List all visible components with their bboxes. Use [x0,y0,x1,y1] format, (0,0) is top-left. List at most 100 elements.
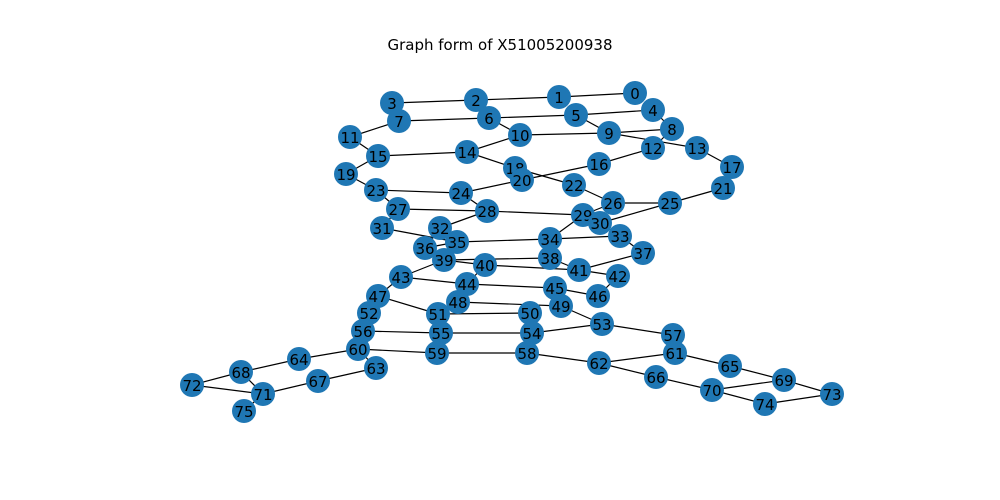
node-circle [718,354,742,378]
node-61: 61 [663,341,687,365]
node-label: 13 [687,140,706,158]
node-label: 63 [366,360,385,378]
node-label: 40 [475,257,494,275]
edge-55-56 [362,330,442,334]
node-circle [432,248,456,272]
node-label: 16 [589,156,608,174]
node-circle [606,264,630,288]
node-label: 17 [722,159,741,177]
node-51: 51 [426,302,450,326]
node-circle [520,321,544,345]
edge-50-51 [437,312,531,315]
node-35: 35 [445,230,469,254]
node-22: 22 [562,173,586,197]
node-circle [413,236,437,260]
node-label: 19 [336,166,355,184]
node-circle [660,117,684,141]
edge-28-29 [486,210,584,216]
node-circle [380,91,404,115]
node-circle [538,246,562,270]
node-circle [515,341,539,365]
node-circle [538,227,562,251]
node-label: 71 [253,386,272,404]
node-label: 4 [648,102,658,120]
edge-27-28 [397,208,488,212]
node-74: 74 [753,392,777,416]
node-label: 55 [431,325,450,343]
edge-25-30 [599,202,671,224]
node-38: 38 [538,246,562,270]
node-circle [287,347,311,371]
node-14: 14 [455,140,479,164]
node-57: 57 [661,323,685,347]
node-label: 38 [540,250,559,268]
node-label: 14 [457,144,476,162]
node-circle [641,98,665,122]
node-label: 74 [755,396,774,414]
node-7: 7 [387,109,411,133]
node-34: 34 [538,227,562,251]
node-circle [608,224,632,248]
node-8: 8 [660,117,684,141]
node-65: 65 [718,354,742,378]
node-circle [720,155,744,179]
node-label: 43 [391,269,410,287]
node-label: 69 [774,372,793,390]
node-label: 24 [451,185,470,203]
node-circle [346,337,370,361]
node-75: 75 [232,399,256,423]
node-4: 4 [641,98,665,122]
node-label: 42 [608,268,627,286]
node-13: 13 [685,136,709,160]
node-circle [364,178,388,202]
node-label: 47 [368,288,387,306]
node-label: 35 [447,234,466,252]
node-label: 48 [448,294,467,312]
node-63: 63 [364,356,388,380]
node-circle [518,301,542,325]
edge-0-1 [558,92,636,98]
edge-4-5 [575,109,654,116]
node-circle [455,272,479,296]
node-27: 27 [386,197,410,221]
node-0: 0 [623,81,647,105]
node-72: 72 [180,373,204,397]
node-circle [508,123,532,147]
node-53: 53 [590,312,614,336]
edge-44-45 [466,283,556,289]
node-label: 8 [667,121,677,139]
node-label: 7 [394,113,404,131]
node-label: 34 [540,231,559,249]
node-circle [623,81,647,105]
node-label: 12 [643,140,662,158]
node-label: 27 [388,201,407,219]
node-56: 56 [351,319,375,343]
node-circle [700,378,724,402]
node-68: 68 [229,360,253,384]
node-label: 2 [471,92,481,110]
node-circle [772,368,796,392]
node-circle [386,197,410,221]
node-label: 6 [484,110,494,128]
node-23: 23 [364,178,388,202]
node-label: 22 [564,177,583,195]
node-46: 46 [586,284,610,308]
node-circle [564,103,588,127]
edge-2-3 [391,99,477,104]
node-42: 42 [606,264,630,288]
node-circle [251,382,275,406]
node-circle [641,136,665,160]
node-circle [306,369,330,393]
node-70: 70 [700,378,724,402]
node-label: 46 [588,288,607,306]
edge-14-15 [377,151,468,157]
node-label: 29 [573,207,592,225]
node-label: 11 [340,129,359,147]
node-circle [366,144,390,168]
node-60: 60 [346,337,370,361]
node-2: 2 [464,88,488,112]
node-circle [644,365,668,389]
node-20: 20 [510,168,534,192]
node-label: 58 [517,345,536,363]
